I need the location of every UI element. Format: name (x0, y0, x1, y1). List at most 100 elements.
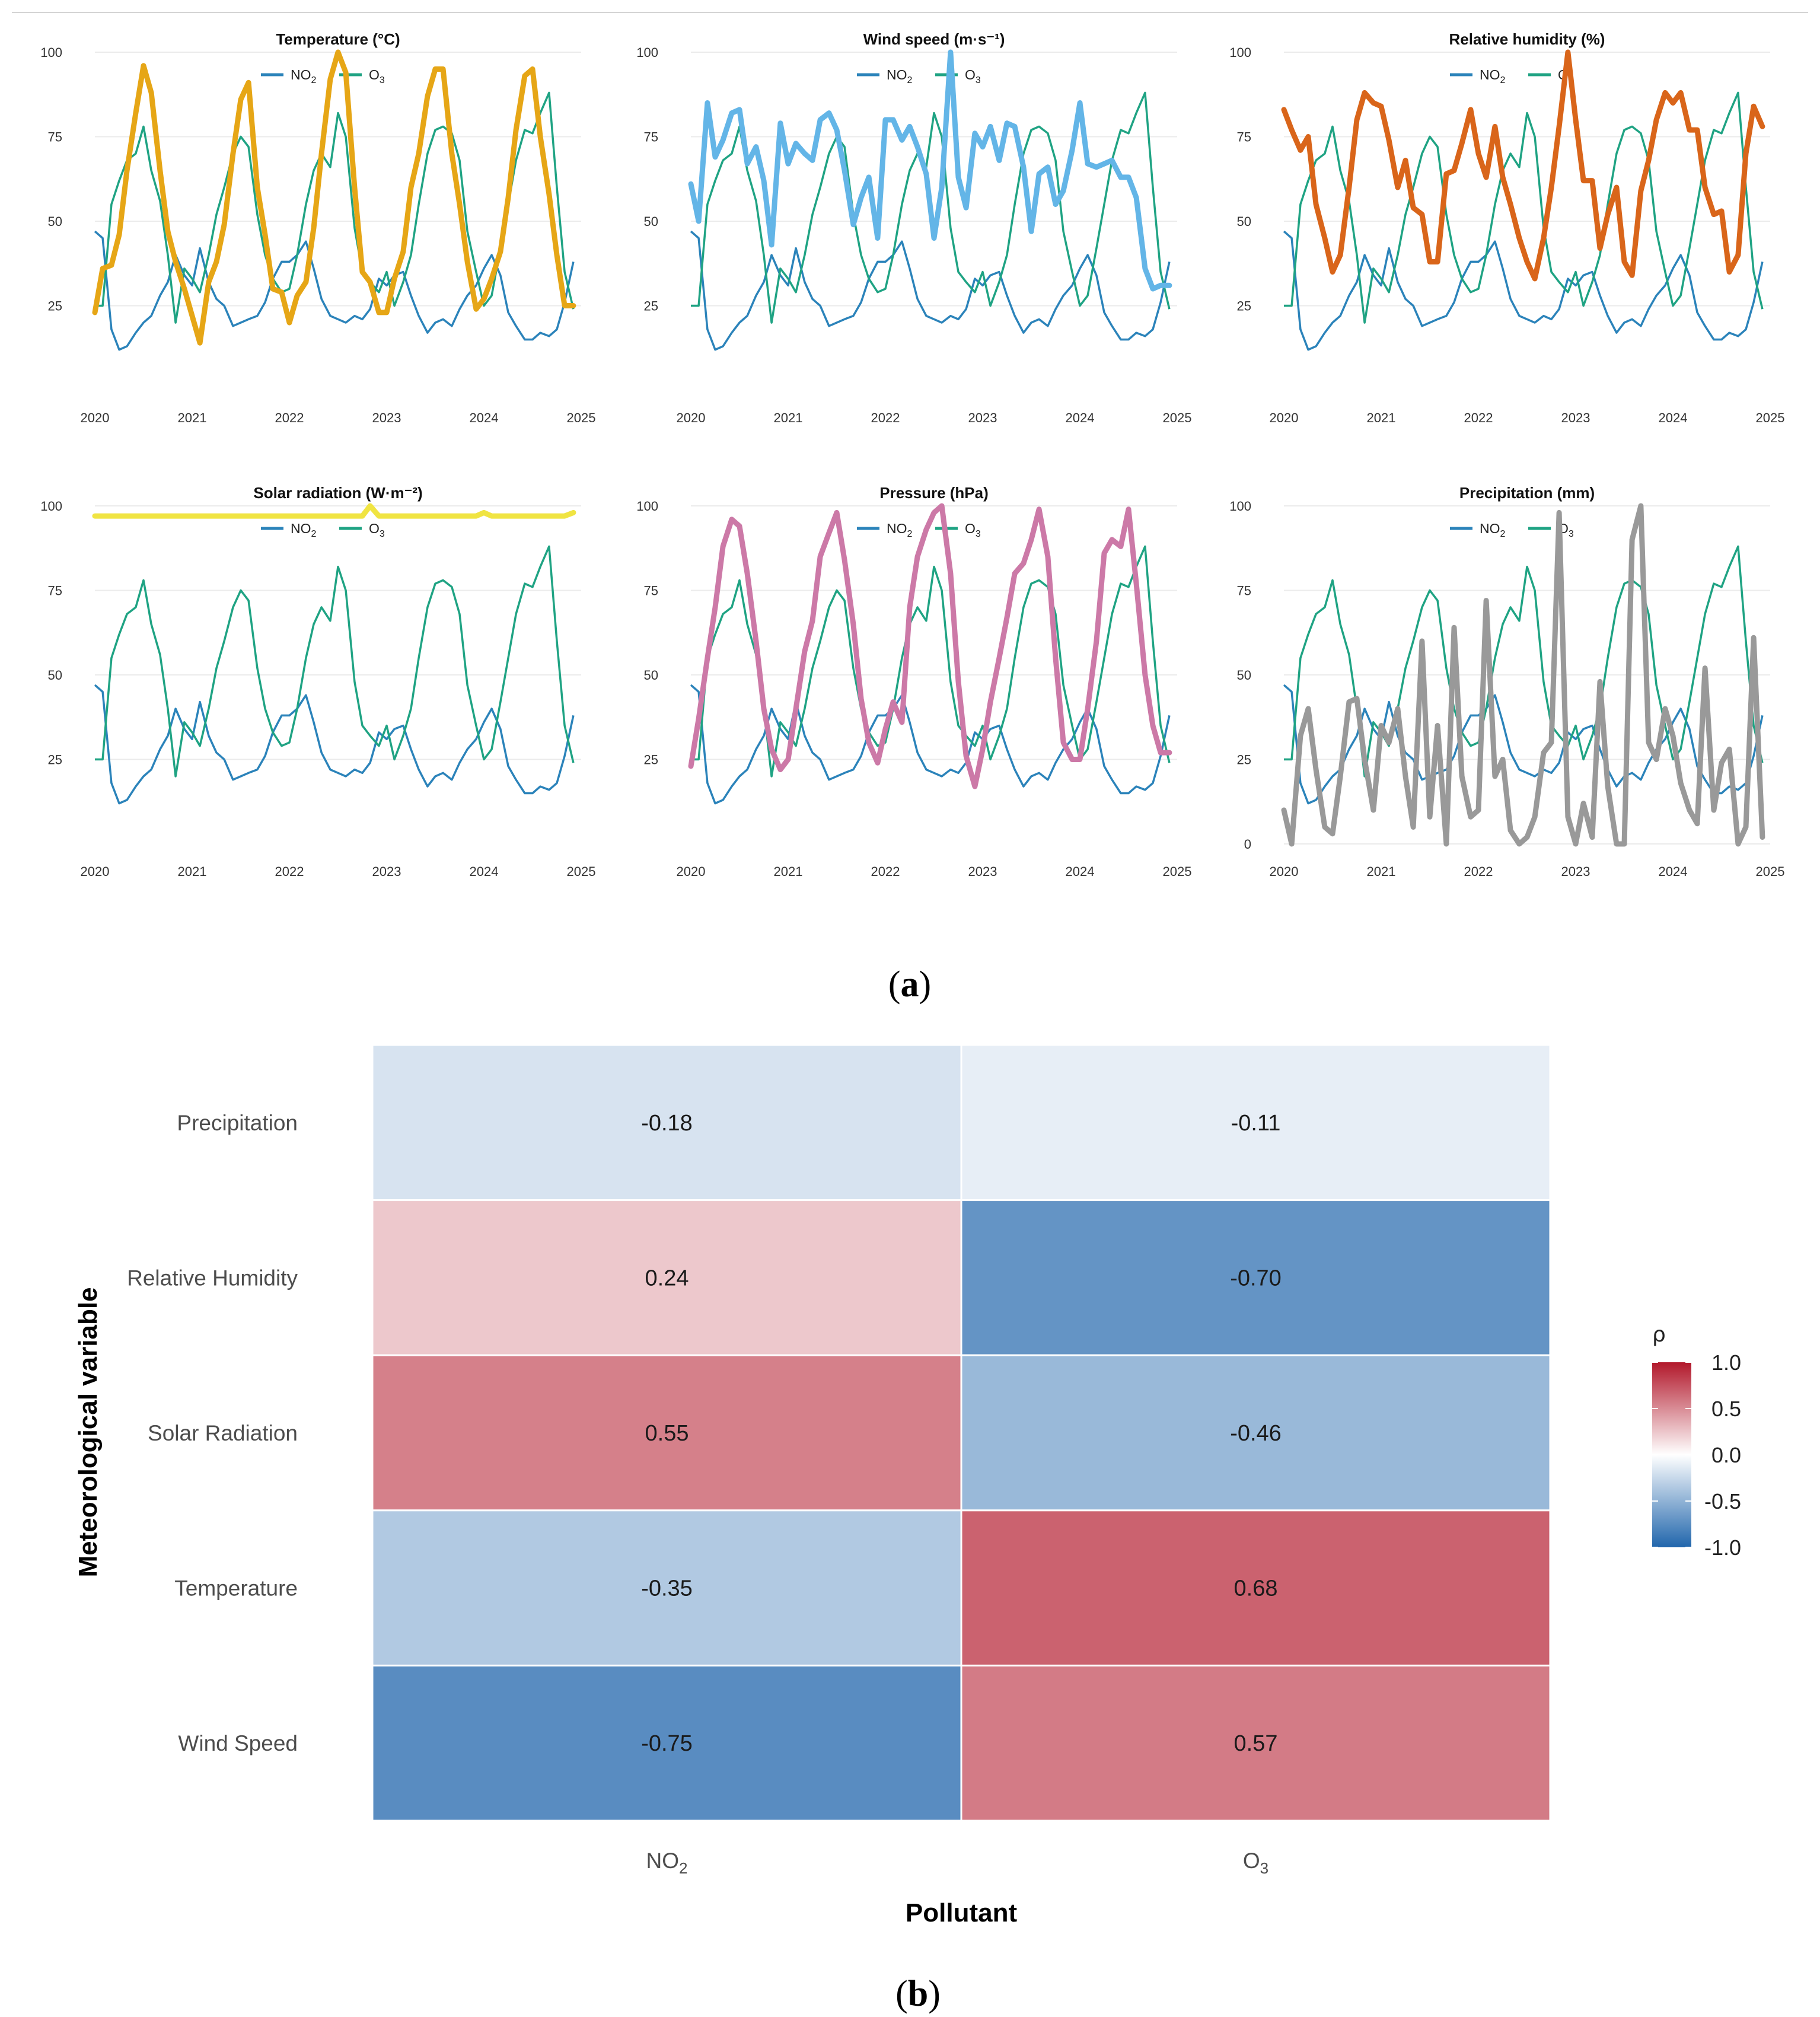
row-label-solar-radiation: Solar Radiation (148, 1421, 298, 1445)
y-tick-label: 0 (1244, 837, 1251, 852)
series-line-o3 (1284, 545, 1764, 778)
x-tick-label: 2022 (871, 410, 900, 425)
colorbar-tick-label: 1.0 (1711, 1350, 1741, 1375)
series-line-o3 (691, 91, 1171, 324)
y-tick-label: 75 (1237, 130, 1251, 145)
column-label-no2: NO2 (646, 1849, 688, 1877)
y-tick-label: 25 (644, 753, 658, 767)
x-tick-label: 2022 (1464, 864, 1493, 879)
heatmap-cell (371, 1664, 962, 1822)
y-tick-label: 100 (1229, 499, 1251, 514)
y-tick-label: 50 (1237, 668, 1251, 683)
y-tick-label: 100 (40, 499, 62, 514)
y-tick-label: 100 (636, 45, 658, 60)
x-tick-label: 2020 (81, 410, 110, 425)
x-tick-label: 2021 (774, 864, 803, 879)
cell-value: 0.55 (645, 1421, 689, 1446)
panel-temperature: Temperature (°C) NO2 O3 25 50 75 100 2020 2021 20… (40, 30, 595, 425)
panel-wind-speed: Wind speed (m·s⁻¹) NO2 O3 25 50 75 100 2020 2021… (636, 30, 1191, 425)
x-tick-label: 2021 (178, 410, 207, 425)
panel-solar-radiation: Solar radiation (W·m⁻²) NO2 O3 25 50 75 100 202… (40, 484, 595, 879)
series-line-solar-radiation (92, 503, 576, 519)
x-tick-label: 2023 (372, 410, 401, 425)
y-tick-label: 75 (644, 130, 658, 145)
column-label-o3: O3 (1243, 1849, 1268, 1877)
legend-label-no2: NO2 (291, 521, 317, 539)
y-tick-label: 75 (1237, 584, 1251, 598)
y-tick-label: 25 (1237, 753, 1251, 767)
legend-label-no2: NO2 (1480, 521, 1506, 539)
x-tick-label: 2021 (178, 864, 207, 879)
y-tick-label: 50 (1237, 214, 1251, 229)
x-tick-label: 2020 (677, 410, 706, 425)
legend-label-no2: NO2 (291, 67, 317, 85)
series-line-o3 (691, 545, 1171, 778)
cell-value: 0.68 (1234, 1576, 1278, 1601)
heatmap-cell (960, 1044, 1551, 1202)
row-label-temperature: Temperature (174, 1576, 298, 1601)
series-line-o3 (95, 91, 575, 324)
caption-b: (b) (895, 1974, 941, 2014)
series-line-precipitation (1281, 503, 1765, 847)
heatmap-cell (371, 1354, 962, 1512)
cell-value: -0.70 (1230, 1266, 1282, 1291)
cell-value: -0.46 (1230, 1421, 1282, 1446)
heatmap-cell (960, 1354, 1551, 1512)
legend-label-o3: O3 (369, 521, 385, 539)
top-divider (12, 12, 1808, 13)
cell-value: 0.57 (1234, 1731, 1278, 1756)
cell-value: -0.75 (641, 1731, 693, 1756)
series-line-pressure (688, 503, 1172, 789)
y-tick-label: 100 (636, 499, 658, 514)
x-axis-title: Pollutant (906, 1898, 1018, 1927)
heatmap-cell (960, 1509, 1551, 1667)
panel-title: Solar radiation (W·m⁻²) (253, 484, 422, 502)
cell-value: -0.35 (641, 1576, 693, 1601)
x-tick-label: 2021 (774, 410, 803, 425)
legend-label-no2: NO2 (887, 521, 913, 539)
series-line-no2 (94, 684, 575, 805)
colorbar-tick-label: -0.5 (1704, 1489, 1741, 1513)
series-line-no2 (1283, 230, 1764, 351)
x-tick-label: 2022 (871, 864, 900, 879)
panel-pressure: Pressure (hPa) NO2 O3 25 50 75 100 2020 2021 2022… (636, 484, 1191, 879)
y-tick-label: 50 (48, 214, 62, 229)
x-tick-label: 2023 (968, 864, 997, 879)
series-line-temperature (92, 49, 576, 346)
y-axis-title: Meteorological variable (74, 1287, 103, 1577)
colorbar-tick-label: 0.5 (1711, 1397, 1741, 1421)
legend-label-no2: NO2 (887, 67, 913, 85)
legend-label-o3: O3 (369, 67, 385, 85)
x-tick-label: 2022 (1464, 410, 1493, 425)
row-label-relative-humidity: Relative Humidity (127, 1266, 298, 1290)
x-tick-label: 2025 (1163, 410, 1192, 425)
legend-label-o3: O3 (965, 67, 981, 85)
x-tick-label: 2025 (567, 410, 596, 425)
cell-value: -0.11 (1231, 1111, 1281, 1136)
panel-title: Wind speed (m·s⁻¹) (863, 30, 1005, 48)
x-tick-label: 2021 (1367, 410, 1396, 425)
panel-title: Pressure (hPa) (879, 484, 989, 502)
x-tick-label: 2024 (470, 864, 499, 879)
panel-title: Precipitation (mm) (1459, 484, 1595, 502)
y-tick-label: 75 (48, 130, 62, 145)
row-label-wind-speed: Wind Speed (178, 1731, 298, 1755)
x-tick-label: 2024 (1659, 410, 1688, 425)
x-tick-label: 2023 (968, 410, 997, 425)
x-tick-label: 2024 (1066, 864, 1095, 879)
series-line-no2 (1283, 684, 1764, 805)
colorbar-tick-label: 0.0 (1711, 1443, 1741, 1467)
x-tick-label: 2023 (1561, 864, 1590, 879)
x-tick-label: 2022 (275, 864, 304, 879)
series-line-no2 (690, 230, 1171, 351)
y-tick-label: 25 (644, 299, 658, 314)
heatmap-cell (960, 1664, 1551, 1822)
y-tick-label: 50 (644, 214, 658, 229)
x-tick-label: 2023 (1561, 410, 1590, 425)
colorbar-tick-label: -1.0 (1704, 1535, 1741, 1560)
y-tick-label: 50 (48, 668, 62, 683)
panel-title: Temperature (°C) (276, 30, 400, 48)
x-tick-label: 2024 (470, 410, 499, 425)
x-tick-label: 2020 (1270, 864, 1299, 879)
